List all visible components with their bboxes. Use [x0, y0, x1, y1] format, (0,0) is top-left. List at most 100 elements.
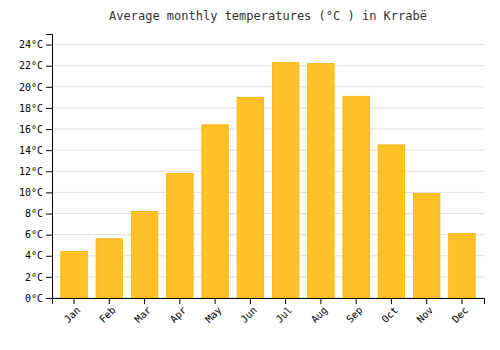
y-tick: 8°C: [25, 208, 52, 219]
y-tick-label: 6°C: [25, 229, 43, 240]
grid-line: [52, 150, 484, 151]
x-tick: Jun: [238, 298, 259, 325]
x-tick: Jul: [274, 298, 295, 325]
y-tick-mark: [46, 171, 52, 172]
bar: [167, 173, 193, 298]
y-tick-mark: [46, 129, 52, 130]
bars: [61, 63, 475, 298]
y-tick: 6°C: [25, 229, 52, 240]
x-tick: May: [203, 298, 224, 325]
x-tick: Feb: [97, 298, 118, 325]
x-tick-label: Nov: [415, 304, 436, 325]
x-tick-mark: [356, 298, 357, 304]
y-tick-label: 2°C: [25, 272, 43, 283]
x-tick-label: Mar: [133, 304, 154, 325]
y-tick-label: 14°C: [19, 145, 43, 156]
bar: [61, 252, 87, 298]
y-tick-label: 16°C: [19, 124, 43, 135]
grid-line: [52, 129, 484, 130]
x-tick-label: May: [203, 304, 224, 325]
bar: [308, 64, 334, 298]
chart: 0°C 2°C 4°C 6°C 8°C 10°C 12°C 14°C 16°C 18°C 20°C 2…: [0, 0, 500, 350]
x-tick-label: Jul: [274, 304, 295, 325]
x-tick-mark: [285, 298, 286, 304]
y-tick-mark: [46, 214, 52, 215]
y-tick: 12°C: [19, 166, 52, 177]
x-tick-mark: [144, 298, 145, 304]
x-tick-mark: [109, 298, 110, 304]
bar: [202, 125, 228, 298]
title: Average monthly temperatures (°C ) in Kr…: [109, 9, 427, 23]
x-tick: Dec: [450, 298, 471, 325]
x-tick-mark: [320, 298, 321, 304]
y-tick-label: 4°C: [25, 250, 43, 261]
x-tick-label: Feb: [97, 304, 118, 325]
x-axis-line: [53, 299, 485, 305]
y-tick-mark: [46, 87, 52, 88]
y-axis-line: [46, 35, 53, 299]
y-tick: 14°C: [19, 145, 52, 156]
x-tick: Oct: [379, 298, 400, 325]
x-tick-label: Apr: [168, 304, 189, 325]
x-tick-mark: [215, 298, 216, 304]
y-tick-label: 12°C: [19, 166, 43, 177]
bar: [378, 145, 404, 298]
bar: [413, 193, 439, 298]
grid-line: [52, 192, 484, 193]
y-tick-mark: [46, 277, 52, 278]
x-tick-label: Jan: [62, 304, 83, 325]
y-tick-mark: [46, 150, 52, 151]
x-tick: Jan: [62, 298, 83, 325]
bar: [131, 211, 157, 298]
y-tick-mark: [46, 235, 52, 236]
x-tick-label: Dec: [450, 304, 471, 325]
grid-line: [52, 171, 484, 172]
y-axis: 0°C 2°C 4°C 6°C 8°C 10°C 12°C 14°C 16°C 18°C 20°C 2…: [19, 35, 53, 304]
plot-area: 0°C 2°C 4°C 6°C 8°C 10°C 12°C 14°C 16°C 18°C 20°C 2…: [19, 35, 485, 325]
y-tick: 22°C: [19, 60, 52, 71]
y-tick-mark: [46, 108, 52, 109]
bar: [272, 63, 298, 298]
y-tick: 4°C: [25, 250, 52, 261]
x-tick-mark: [250, 298, 251, 304]
y-tick: 16°C: [19, 124, 52, 135]
y-tick-mark: [46, 45, 52, 46]
grid-line: [52, 107, 484, 108]
x-tick: Aug: [309, 298, 330, 325]
x-tick: Nov: [415, 298, 436, 325]
y-tick-mark: [46, 256, 52, 257]
x-tick-label: Oct: [379, 304, 400, 325]
y-tick-label: 0°C: [25, 293, 43, 304]
y-tick-label: 8°C: [25, 208, 43, 219]
y-tick: 0°C: [25, 293, 52, 304]
grid: [52, 45, 484, 298]
x-axis: Jan Feb Mar Apr May Jun Jul Aug Sep Oct Nov Dec: [53, 298, 485, 325]
x-tick-mark: [461, 298, 462, 304]
y-tick: 2°C: [25, 272, 52, 283]
y-tick-label: 18°C: [19, 103, 43, 114]
y-tick-label: 24°C: [19, 39, 43, 50]
x-tick-mark: [426, 298, 427, 304]
x-tick: Apr: [168, 298, 189, 325]
x-tick-mark: [391, 298, 392, 304]
bar: [96, 239, 122, 298]
y-tick-mark: [46, 66, 52, 67]
x-tick-mark: [179, 298, 180, 304]
bar: [237, 97, 263, 298]
y-tick-label: 20°C: [19, 82, 43, 93]
y-tick: 18°C: [19, 103, 52, 114]
x-tick-mark: [74, 298, 75, 304]
grid-line: [52, 44, 484, 45]
x-tick-label: Aug: [309, 304, 330, 325]
x-tick: Mar: [133, 298, 154, 325]
y-tick-label: 22°C: [19, 60, 43, 71]
bar: [449, 234, 475, 298]
y-tick: 24°C: [19, 39, 52, 50]
y-tick: 20°C: [19, 82, 52, 93]
grid-line: [52, 86, 484, 87]
y-tick-label: 10°C: [19, 187, 43, 198]
x-tick: Sep: [344, 298, 365, 325]
y-tick: 10°C: [19, 187, 52, 198]
y-tick-mark: [46, 192, 52, 193]
grid-line: [52, 65, 484, 66]
